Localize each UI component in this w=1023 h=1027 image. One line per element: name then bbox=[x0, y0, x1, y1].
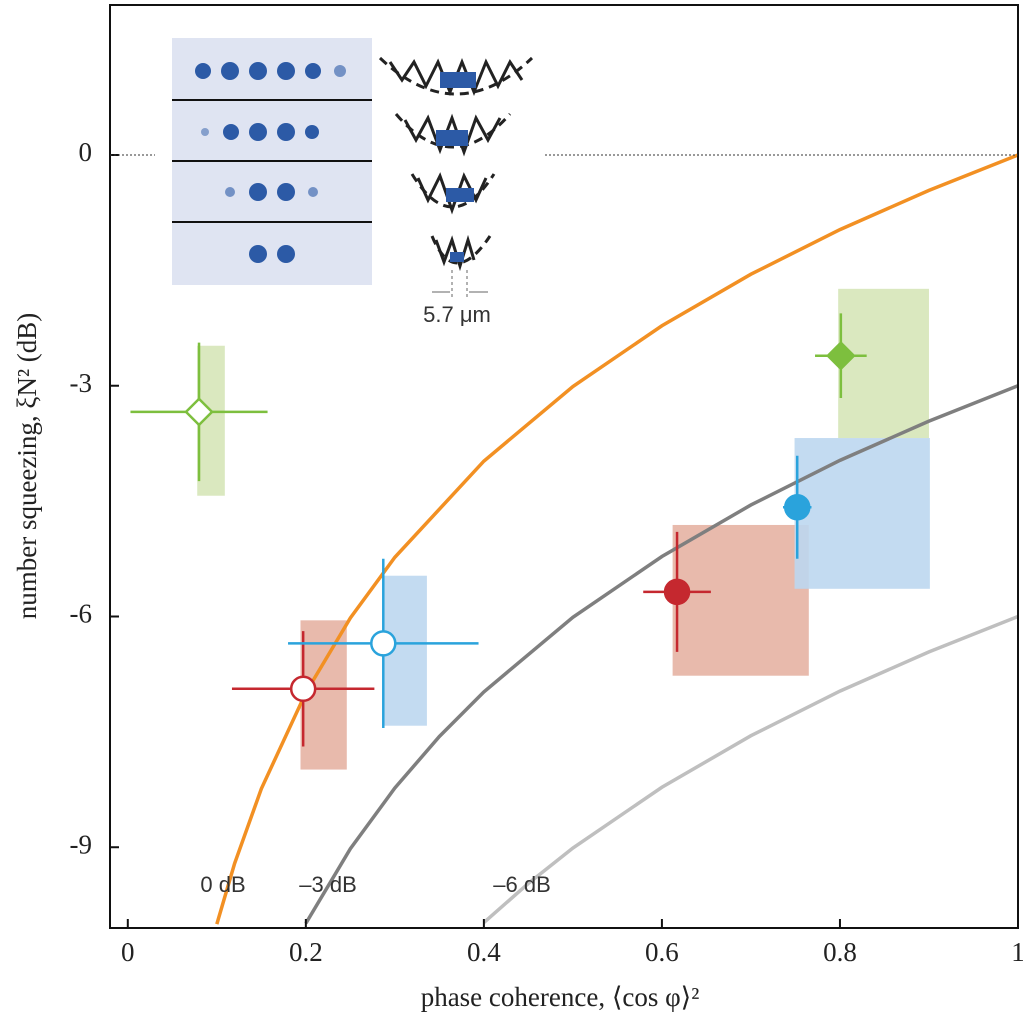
curve-label: –6 dB bbox=[493, 872, 551, 897]
uncertainty-box bbox=[794, 438, 930, 589]
data-point bbox=[370, 630, 397, 657]
data-point bbox=[289, 675, 317, 703]
y-tick-label: -9 bbox=[70, 829, 93, 859]
data-point bbox=[783, 494, 811, 521]
x-tick-label: 0.2 bbox=[289, 937, 323, 967]
well-fill bbox=[436, 72, 476, 262]
y-tick-label: -6 bbox=[70, 599, 93, 629]
plot-frame bbox=[109, 4, 1019, 929]
data-point bbox=[826, 340, 856, 371]
data-point bbox=[663, 578, 691, 606]
model-curve bbox=[482, 614, 1018, 924]
model-curve bbox=[304, 384, 1018, 925]
y-tick-label: -3 bbox=[70, 368, 93, 398]
data-point bbox=[184, 397, 214, 427]
y-tick-label: 0 bbox=[79, 137, 93, 167]
curve-label: –3 dB bbox=[299, 872, 357, 897]
x-tick-label: 1 bbox=[1011, 937, 1023, 967]
uncertainty-box bbox=[838, 288, 929, 439]
x-axis-title: phase coherence, ⟨cos φ⟩² bbox=[421, 982, 700, 1012]
inset: 5.7 μm bbox=[172, 38, 534, 327]
scale-label: 5.7 μm bbox=[423, 302, 491, 327]
uncertainty-box bbox=[672, 524, 809, 676]
lattice-wells bbox=[378, 56, 534, 272]
model-curve bbox=[215, 153, 1018, 925]
x-tick-label: 0.8 bbox=[823, 937, 857, 967]
y-axis-title: number squeezing, ξN² (dB) bbox=[12, 313, 42, 620]
curve-label: 0 dB bbox=[200, 872, 245, 897]
x-tick-label: 0.6 bbox=[645, 937, 679, 967]
atom-spots bbox=[195, 62, 346, 263]
inset-dividers bbox=[172, 99, 372, 223]
x-tick-label: 0.4 bbox=[467, 937, 501, 967]
scale-arrows bbox=[432, 270, 488, 300]
x-tick-label: 0 bbox=[121, 937, 135, 967]
